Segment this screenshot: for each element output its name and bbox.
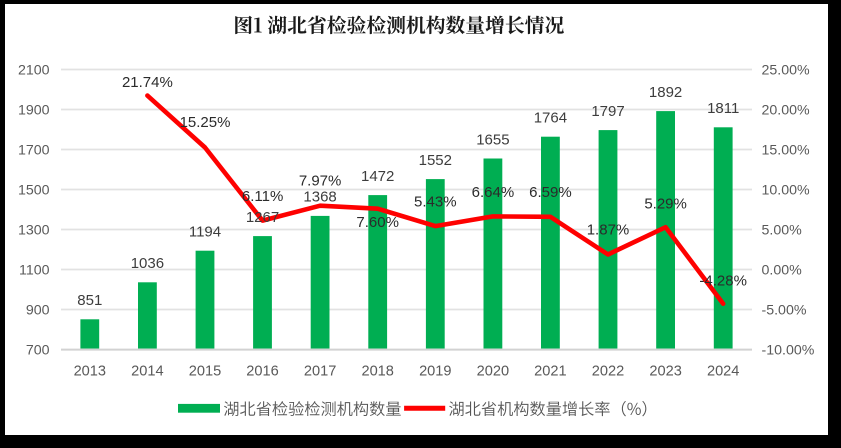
svg-text:2024: 2024: [707, 363, 739, 379]
svg-text:2022: 2022: [592, 363, 624, 379]
svg-text:7.60%: 7.60%: [356, 214, 399, 231]
svg-text:2023: 2023: [649, 363, 681, 379]
svg-text:6.64%: 6.64%: [472, 184, 515, 201]
svg-text:900: 900: [26, 303, 50, 319]
svg-text:1500: 1500: [18, 183, 50, 199]
svg-text:6.59%: 6.59%: [529, 184, 572, 201]
svg-text:1552: 1552: [419, 152, 452, 169]
svg-text:2015: 2015: [189, 363, 221, 379]
svg-text:5.00%: 5.00%: [762, 223, 803, 239]
svg-text:2014: 2014: [131, 363, 163, 379]
svg-text:2021: 2021: [534, 363, 566, 379]
svg-text:2013: 2013: [74, 363, 106, 379]
svg-text:1811: 1811: [707, 100, 739, 117]
svg-text:1267: 1267: [246, 209, 279, 226]
svg-text:700: 700: [26, 343, 50, 359]
svg-text:1368: 1368: [303, 189, 336, 206]
svg-text:20.00%: 20.00%: [762, 103, 811, 119]
svg-text:1300: 1300: [18, 223, 50, 239]
svg-text:1700: 1700: [18, 143, 50, 159]
svg-text:2018: 2018: [361, 363, 393, 379]
svg-text:7.97%: 7.97%: [299, 173, 342, 190]
svg-text:2020: 2020: [477, 363, 509, 379]
svg-text:1892: 1892: [649, 84, 682, 101]
svg-text:-4.28%: -4.28%: [699, 272, 747, 289]
svg-text:25.00%: 25.00%: [762, 63, 811, 79]
svg-text:15.25%: 15.25%: [180, 114, 231, 131]
svg-text:1655: 1655: [476, 131, 509, 148]
svg-text:-5.00%: -5.00%: [762, 303, 807, 319]
svg-text:5.29%: 5.29%: [644, 196, 687, 213]
svg-text:1036: 1036: [131, 255, 164, 272]
svg-text:1900: 1900: [18, 103, 50, 119]
svg-text:1764: 1764: [534, 110, 567, 127]
svg-text:2100: 2100: [18, 63, 50, 79]
svg-text:1194: 1194: [189, 224, 221, 241]
svg-text:6.11%: 6.11%: [242, 188, 283, 205]
svg-text:21.74%: 21.74%: [122, 74, 173, 91]
svg-text:2017: 2017: [304, 363, 336, 379]
svg-text:5.43%: 5.43%: [414, 194, 457, 211]
svg-text:1100: 1100: [19, 263, 50, 279]
svg-text:0.00%: 0.00%: [762, 263, 803, 279]
svg-text:1472: 1472: [361, 168, 394, 185]
svg-text:2019: 2019: [419, 363, 451, 379]
svg-text:10.00%: 10.00%: [762, 183, 811, 199]
svg-text:851: 851: [77, 292, 102, 309]
svg-text:15.00%: 15.00%: [762, 143, 811, 159]
svg-text:2016: 2016: [246, 363, 278, 379]
svg-text:1.87%: 1.87%: [587, 221, 630, 238]
svg-text:1797: 1797: [591, 103, 624, 120]
svg-text:-10.00%: -10.00%: [762, 343, 815, 359]
